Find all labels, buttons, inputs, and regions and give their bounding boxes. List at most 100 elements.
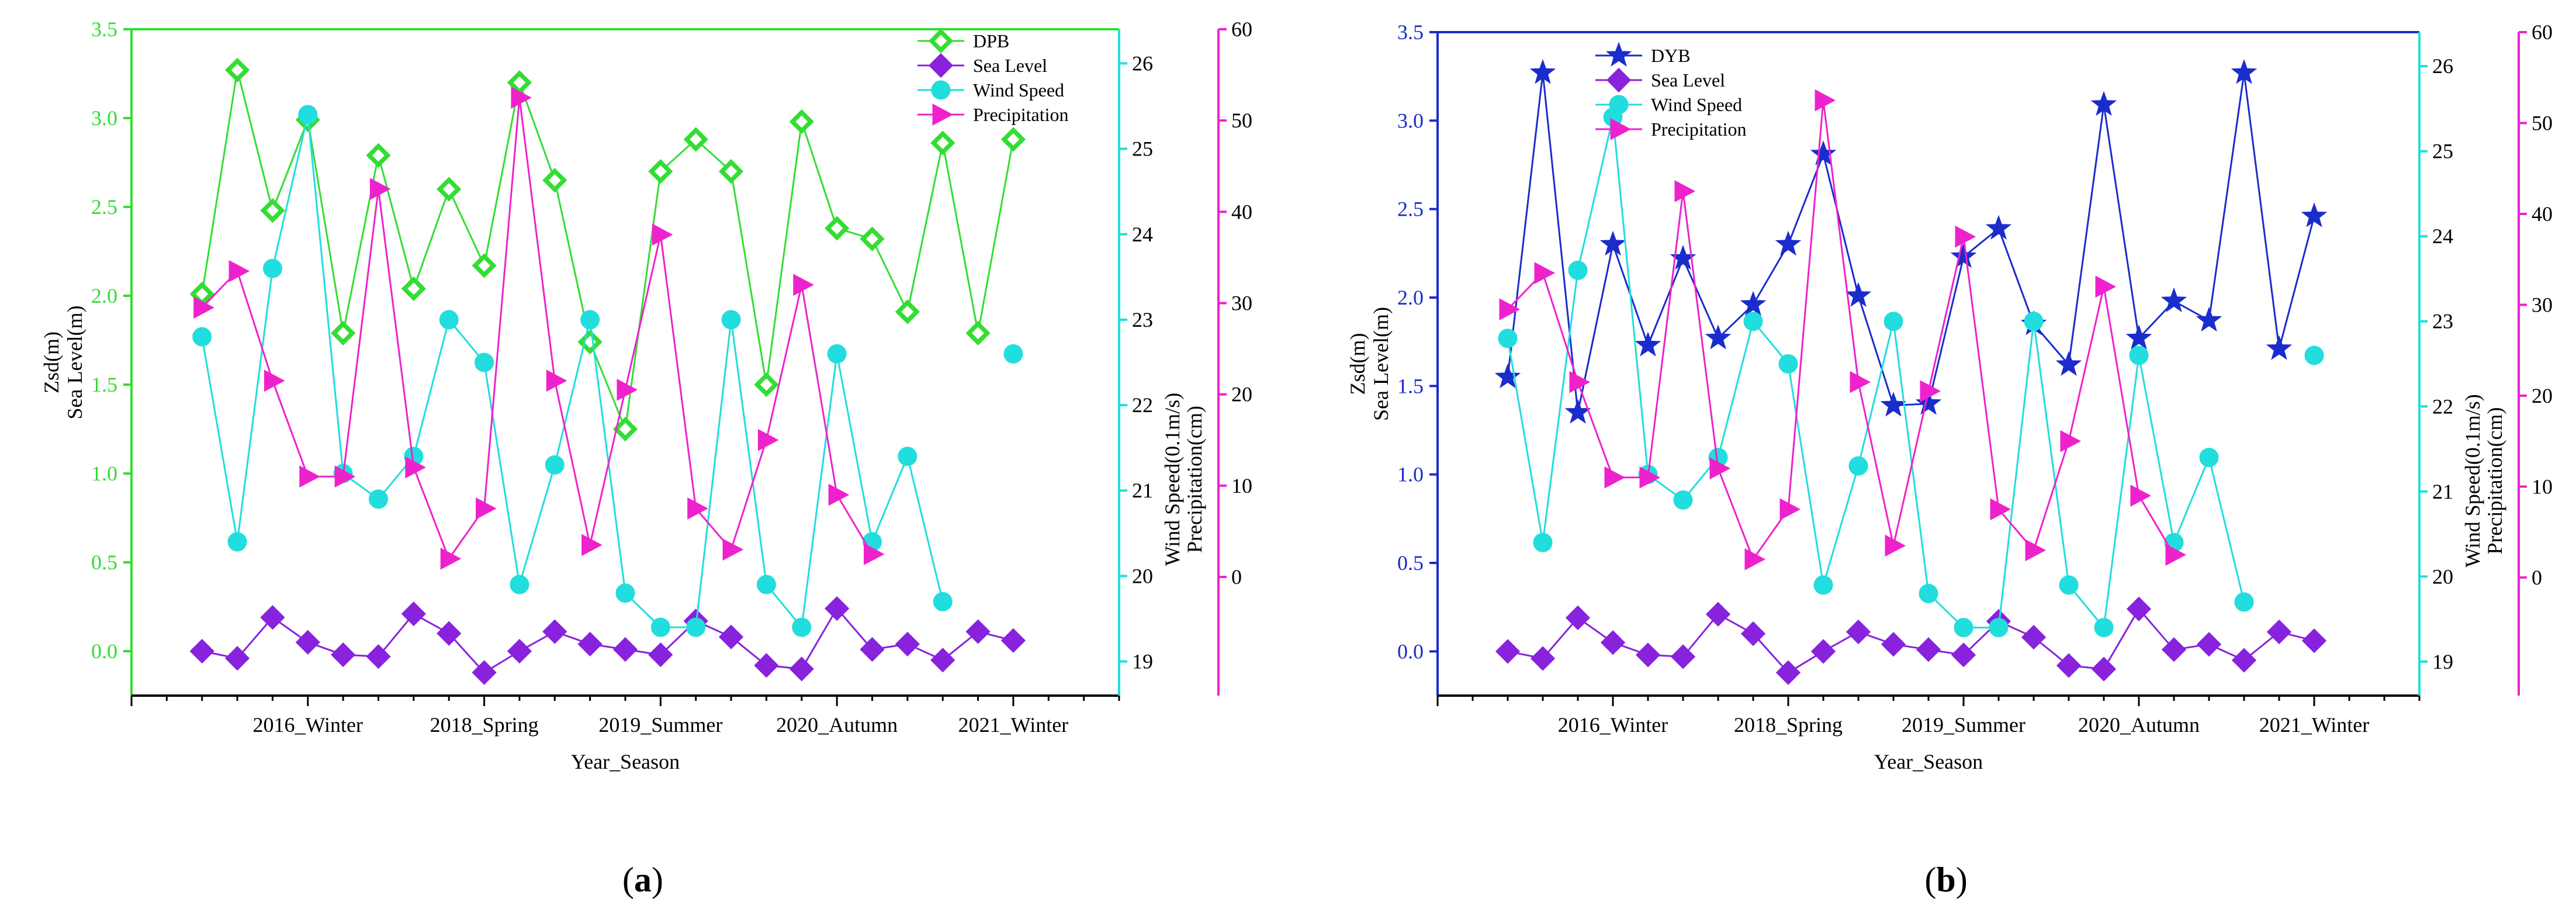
data-point [1740,621,1766,647]
data-point [580,310,600,330]
data-point [1670,644,1696,669]
series-line [202,607,1014,674]
data-point [228,260,250,282]
data-point [612,637,638,662]
data-point [1954,618,1973,638]
data-point [687,497,708,520]
data-point [2304,345,2324,365]
data-point [1000,628,1026,653]
data-point [2301,202,2328,227]
data-point [754,653,779,678]
wind-axis-tick-label: 19 [2432,650,2453,673]
data-point [1003,344,1023,364]
data-point [542,619,567,644]
data-point [617,379,638,401]
data-point [369,489,388,509]
data-point [227,532,247,552]
legend-marker [1610,118,1632,140]
data-point [2231,59,2258,84]
data-point [718,624,744,649]
x-axis-tick-label: 2016_Winter [253,713,363,737]
data-point [825,596,850,621]
data-point [2021,624,2047,650]
data-point-inner [337,327,349,340]
data-point [1778,354,1798,374]
data-point [1534,262,1556,284]
left-axis-tick-label: 3.0 [1397,109,1424,132]
legend: DPB Sea Level Wind Speed Precipitation [917,28,1069,126]
data-point [1815,89,1836,112]
wind-axis-tick-label: 20 [1132,564,1153,587]
left-axis-tick-label: 1.0 [91,462,117,485]
wind-axis-tick-label: 25 [2432,140,2453,163]
data-point [1599,230,1626,256]
left-axis-tick-label: 2.5 [1397,198,1424,221]
data-point [756,575,776,594]
left-axis-title-sea-level: Sea Level(m) [63,306,86,420]
data-point [1883,312,1903,331]
data-point [2160,287,2187,313]
wind-axis-title: Wind Speed(0.1m/s) [1161,393,1184,566]
data-point [1709,457,1731,480]
precip-axis-tick-label: 30 [1231,291,1252,314]
data-point [652,223,673,246]
series-precipitation [193,87,885,570]
data-point [1775,660,1801,685]
legend-marker [931,80,951,100]
x-axis-tick-label: 2021_Winter [958,713,1069,737]
data-point-inner [725,165,738,178]
data-point [757,428,779,451]
panel-label: (b) [1924,860,1967,899]
data-point [2090,91,2117,116]
data-point [930,648,955,673]
left-axis-tick-label: 1.5 [91,373,117,396]
legend-label: Sea Level [1651,70,1725,91]
data-point [1810,140,1837,165]
data-point [722,538,744,561]
data-point-inner [830,222,843,234]
precip-axis-tick-label: 40 [1231,200,1252,223]
left-axis-tick-label: 3.5 [91,18,117,41]
left-axis-tick-label: 2.0 [1397,286,1424,309]
data-point [1744,548,1766,571]
legend-label: Precipitation [973,104,1069,125]
data-point [1775,230,1802,256]
precip-axis-tick-label: 20 [1231,383,1252,406]
precip-axis-title: Precipitation(cm) [1183,406,1206,553]
data-point [721,310,741,330]
data-point [827,344,847,364]
data-point-inner [266,204,279,217]
data-point-inner [760,378,773,391]
wind-axis-tick-label: 25 [1132,137,1153,161]
data-point [1600,630,1626,655]
data-point [439,310,459,330]
left-axis-title-sea-level: Sea Level(m) [1369,307,1393,421]
data-point [440,547,462,570]
data-point-inner [407,282,420,295]
wind-axis-tick-label: 23 [1132,308,1153,331]
data-point [1498,329,1518,348]
series-wind-speed [1498,108,2324,638]
wind-axis-tick-label: 22 [2432,395,2453,418]
x-axis-title: Year_Season [1874,750,1983,773]
x-axis-tick-label: 2020_Autumn [2078,713,2200,737]
data-point [1674,180,1696,202]
data-point [2161,637,2187,662]
data-point [1740,291,1767,316]
legend-label: DPB [973,30,1009,51]
data-point [224,646,250,671]
data-point [507,638,532,664]
data-point [1989,618,2009,638]
data-point [1950,243,1977,268]
wind-axis-title: Wind Speed(0.1m/s) [2461,394,2484,568]
series-line [201,97,873,561]
series-line [1507,607,2315,674]
data-point [615,583,635,603]
data-point [895,631,920,656]
x-axis-tick-label: 2019_Summer [598,713,722,737]
legend-label: DYB [1651,45,1691,66]
wind-axis-tick-label: 24 [1132,223,1153,246]
data-point [1604,466,1626,489]
data-point [1813,575,1833,595]
wind-axis-tick-label: 26 [2432,54,2453,78]
